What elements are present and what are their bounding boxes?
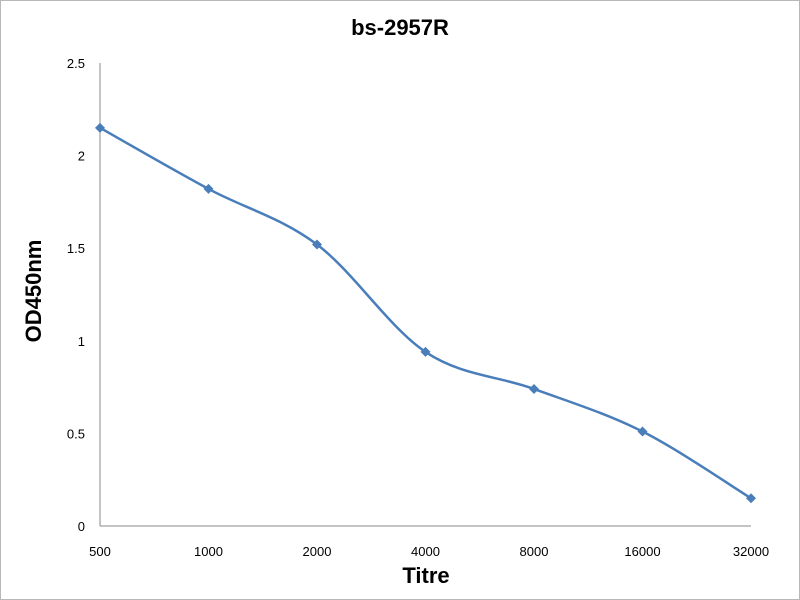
data-point-marker — [203, 183, 214, 194]
y-tick-label: 1 — [78, 334, 85, 349]
x-tick-label: 16000 — [624, 544, 660, 559]
data-point-marker — [312, 239, 322, 250]
x-tick-label: 2000 — [303, 544, 332, 559]
chart-title: bs-2957R — [351, 15, 449, 40]
axes — [99, 63, 751, 527]
y-tick-label: 0 — [78, 519, 85, 534]
data-point-marker — [637, 426, 648, 437]
x-tick-label: 8000 — [520, 544, 549, 559]
data-point-marker — [746, 493, 756, 504]
x-tick-label: 4000 — [411, 544, 440, 559]
y-tick-label: 0.5 — [67, 426, 85, 441]
y-axis-label: OD450nm — [21, 240, 46, 343]
data-point-marker — [529, 383, 539, 394]
data-markers — [95, 122, 756, 504]
data-point-marker — [95, 122, 105, 133]
x-tick-labels: 500 1000 2000 4000 8000 16000 32000 — [89, 544, 769, 559]
x-tick-label: 32000 — [733, 544, 769, 559]
x-tick-label: 500 — [89, 544, 111, 559]
series-line — [99, 126, 752, 500]
y-tick-label: 2.5 — [67, 56, 85, 71]
y-tick-labels: 0 0.5 1 1.5 2 2.5 — [67, 56, 85, 534]
x-axis-label: Titre — [402, 563, 449, 588]
y-tick-label: 2 — [78, 149, 85, 164]
x-tick-label: 1000 — [194, 544, 223, 559]
y-tick-label: 1.5 — [67, 241, 85, 256]
data-point-marker — [420, 346, 431, 357]
